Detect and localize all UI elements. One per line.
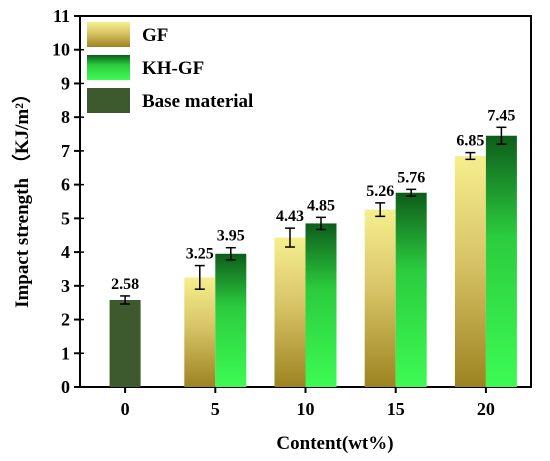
legend-label: KH-GF (142, 58, 204, 79)
bar-gf (184, 277, 216, 387)
x-tick-label: 10 (297, 399, 315, 419)
legend-swatch-gf (87, 22, 130, 47)
y-tick-label: 8 (61, 107, 70, 127)
y-tick-label: 5 (61, 208, 70, 228)
bar-kh-gf (305, 223, 337, 387)
data-label: 4.43 (276, 208, 304, 225)
bar-base-material (109, 299, 141, 387)
y-tick-label: 3 (61, 276, 70, 296)
y-tick-label: 4 (61, 242, 70, 262)
legend: GF KH-GF Base material (87, 22, 253, 113)
legend-label: Base material (142, 91, 253, 112)
data-label: 4.85 (307, 197, 335, 214)
data-label: 2.58 (111, 276, 139, 293)
data-label: 5.26 (366, 183, 394, 200)
bars (109, 126, 517, 387)
y-tick-label: 6 (61, 175, 70, 195)
data-label: 5.76 (397, 169, 425, 186)
y-tick-label: 9 (61, 73, 70, 93)
y-tick-label: 11 (53, 6, 70, 26)
bar-kh-gf (215, 253, 247, 387)
legend-swatch-kh-gf (87, 55, 130, 80)
y-tick-label: 2 (61, 310, 70, 330)
x-axis-title: Content(wt%) (276, 433, 393, 454)
x-tick-label: 15 (387, 399, 405, 419)
data-label: 3.25 (186, 246, 214, 263)
y-tick-label: 0 (61, 377, 70, 397)
data-labels: 2.58 3.253.95 4.434.85 5.265.76 6.857.45 (111, 107, 515, 293)
data-label: 3.95 (217, 228, 245, 245)
y-tick-label: 7 (61, 141, 70, 161)
x-tick-label: 0 (121, 399, 130, 419)
x-tick-label: 20 (477, 399, 495, 419)
y-axis-title: Impact strength （KJ/m²） (10, 84, 33, 308)
y-tick-label: 10 (52, 40, 70, 60)
y-tick-label: 1 (61, 343, 70, 363)
legend-label: GF (142, 25, 168, 46)
x-tick-label: 5 (211, 399, 220, 419)
data-label: 6.85 (456, 133, 484, 150)
bar-gf (364, 209, 396, 387)
bar-gf (274, 237, 306, 387)
bar-gf (454, 155, 486, 387)
legend-swatch-base-material (87, 88, 130, 113)
bar-kh-gf (395, 192, 427, 387)
bar-kh-gf (485, 135, 517, 387)
data-label: 7.45 (487, 107, 515, 124)
